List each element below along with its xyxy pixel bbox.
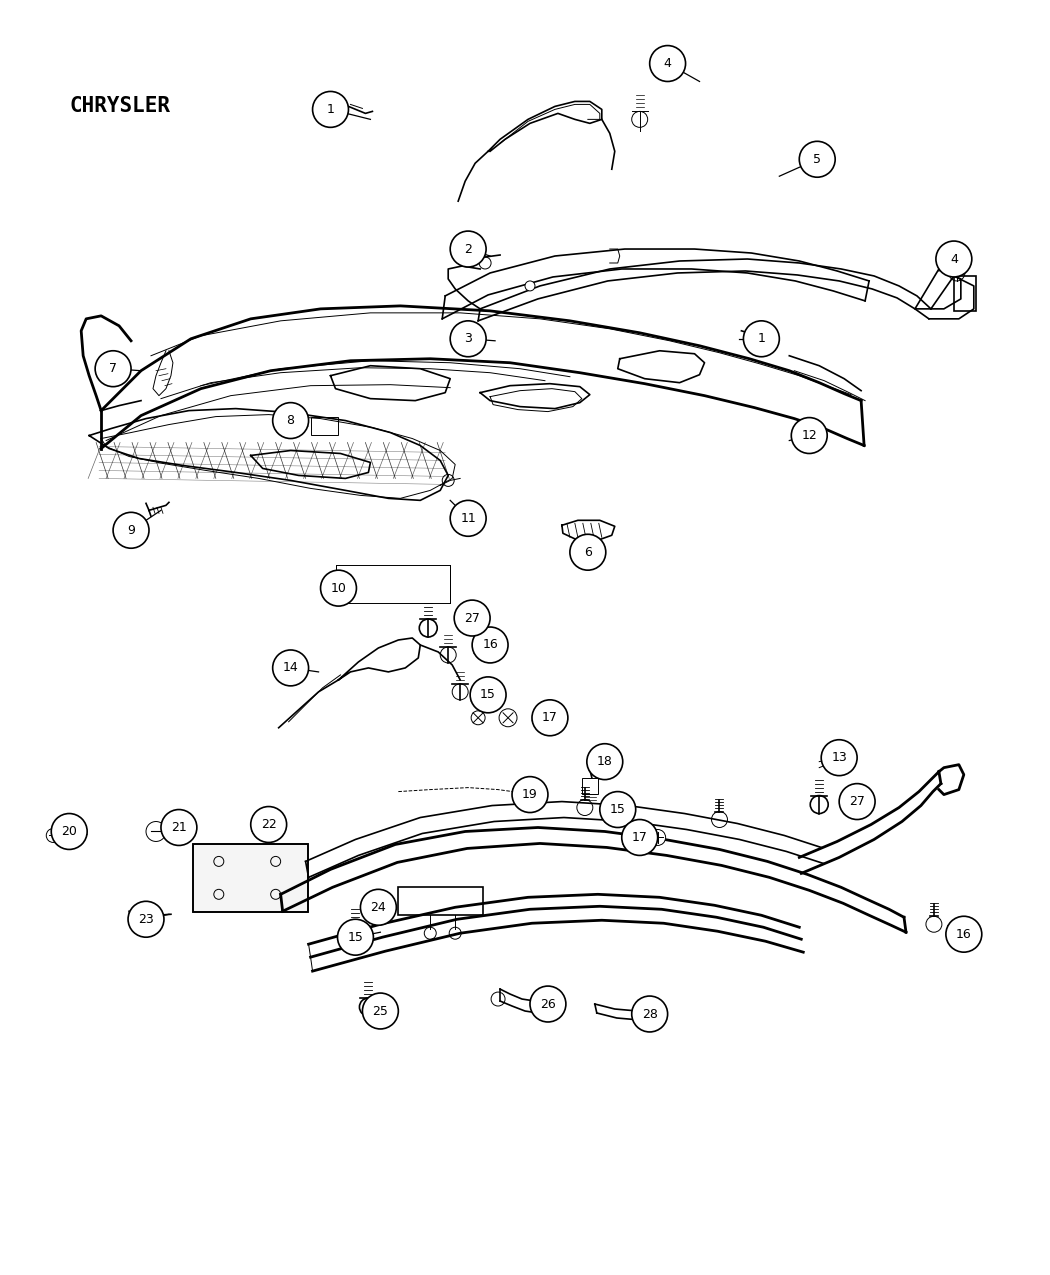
Circle shape xyxy=(587,743,623,779)
Bar xyxy=(398,887,483,915)
Text: 24: 24 xyxy=(371,900,386,914)
Circle shape xyxy=(455,601,490,636)
Circle shape xyxy=(624,830,639,845)
Circle shape xyxy=(96,351,131,386)
Text: 27: 27 xyxy=(464,612,480,625)
Circle shape xyxy=(346,926,364,944)
Circle shape xyxy=(632,996,668,1031)
Text: 28: 28 xyxy=(642,1007,657,1020)
Circle shape xyxy=(946,917,982,952)
Text: 3: 3 xyxy=(464,333,473,346)
Text: 7: 7 xyxy=(109,362,118,375)
Circle shape xyxy=(128,901,164,937)
Text: 20: 20 xyxy=(61,825,77,838)
Text: 15: 15 xyxy=(480,688,496,701)
Circle shape xyxy=(251,807,287,843)
Text: 13: 13 xyxy=(832,751,847,764)
Circle shape xyxy=(320,570,356,606)
Circle shape xyxy=(600,792,635,827)
Text: 1: 1 xyxy=(327,103,335,116)
Circle shape xyxy=(450,231,486,266)
Bar xyxy=(582,778,597,793)
Circle shape xyxy=(359,998,377,1016)
Circle shape xyxy=(360,890,396,926)
Text: 2: 2 xyxy=(464,242,473,255)
Text: 4: 4 xyxy=(950,252,958,265)
Text: 1: 1 xyxy=(757,333,765,346)
Bar xyxy=(311,417,338,435)
Circle shape xyxy=(622,820,657,856)
Text: 8: 8 xyxy=(287,414,295,427)
Circle shape xyxy=(419,620,437,638)
Text: 10: 10 xyxy=(331,581,346,594)
Bar xyxy=(336,565,450,603)
Circle shape xyxy=(472,627,508,663)
Circle shape xyxy=(470,677,506,713)
Text: 25: 25 xyxy=(373,1005,388,1017)
Text: 17: 17 xyxy=(632,831,648,844)
Text: 27: 27 xyxy=(849,796,865,808)
Text: 5: 5 xyxy=(813,153,821,166)
Text: 17: 17 xyxy=(542,711,558,724)
Bar xyxy=(193,844,308,913)
Text: 11: 11 xyxy=(460,511,476,525)
Circle shape xyxy=(650,830,666,845)
Text: 9: 9 xyxy=(127,524,135,537)
Circle shape xyxy=(821,740,857,775)
Text: 4: 4 xyxy=(664,57,672,70)
Text: 22: 22 xyxy=(260,819,276,831)
Text: 15: 15 xyxy=(348,931,363,944)
Bar xyxy=(193,844,308,913)
Circle shape xyxy=(499,709,517,727)
Text: 23: 23 xyxy=(139,913,154,926)
Circle shape xyxy=(313,92,349,128)
Text: 21: 21 xyxy=(171,821,187,834)
Text: 16: 16 xyxy=(482,639,498,652)
Text: 26: 26 xyxy=(540,997,555,1011)
Circle shape xyxy=(743,321,779,357)
Circle shape xyxy=(530,986,566,1023)
Circle shape xyxy=(161,810,196,845)
Circle shape xyxy=(936,241,972,277)
Circle shape xyxy=(650,46,686,82)
Circle shape xyxy=(113,513,149,548)
Circle shape xyxy=(273,650,309,686)
Circle shape xyxy=(811,796,828,813)
Text: 6: 6 xyxy=(584,546,592,558)
Text: 18: 18 xyxy=(596,755,613,768)
Circle shape xyxy=(450,500,486,537)
Text: 15: 15 xyxy=(610,803,626,816)
Text: 14: 14 xyxy=(282,662,298,674)
Circle shape xyxy=(450,321,486,357)
Circle shape xyxy=(570,534,606,570)
Circle shape xyxy=(273,403,309,439)
Circle shape xyxy=(362,993,398,1029)
Circle shape xyxy=(51,813,87,849)
Circle shape xyxy=(146,821,166,842)
Circle shape xyxy=(799,142,835,177)
Bar xyxy=(953,275,975,311)
Text: 16: 16 xyxy=(956,928,971,941)
Text: 19: 19 xyxy=(522,788,538,801)
Circle shape xyxy=(525,280,534,291)
Circle shape xyxy=(337,919,374,955)
Circle shape xyxy=(532,700,568,736)
Text: 12: 12 xyxy=(801,428,817,442)
Circle shape xyxy=(792,418,827,454)
Circle shape xyxy=(839,784,875,820)
Text: CHRYSLER: CHRYSLER xyxy=(69,97,170,116)
Circle shape xyxy=(471,710,485,724)
Circle shape xyxy=(512,776,548,812)
